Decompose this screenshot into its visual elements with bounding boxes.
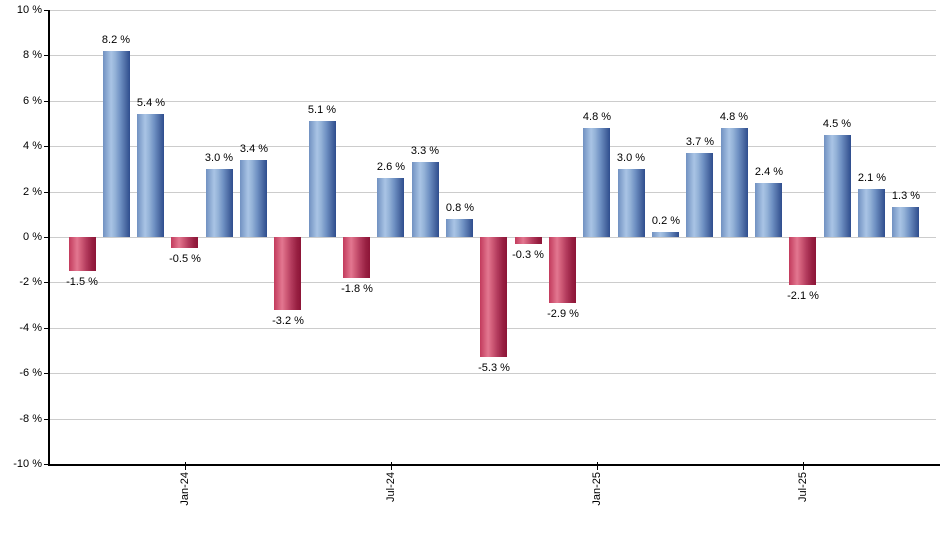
y-axis-tick-6 bbox=[44, 101, 49, 102]
y-axis-label: -6 % bbox=[19, 367, 42, 379]
bar-value-label: -0.5 % bbox=[169, 253, 201, 265]
bar-14 bbox=[515, 237, 542, 244]
gridline-10 bbox=[48, 10, 936, 11]
bar-value-label: -2.9 % bbox=[547, 308, 579, 320]
y-axis-tick-2 bbox=[44, 192, 49, 193]
bar-22 bbox=[789, 237, 816, 285]
bar-9 bbox=[343, 237, 370, 278]
bar-value-label: -1.8 % bbox=[341, 283, 373, 295]
bar-value-label: 2.6 % bbox=[376, 161, 406, 173]
bar-value-label: 4.5 % bbox=[822, 118, 852, 130]
bar-value-label: 2.1 % bbox=[857, 172, 887, 184]
bar-6 bbox=[240, 160, 267, 237]
bar-8 bbox=[309, 121, 336, 237]
bar-value-label: 5.4 % bbox=[136, 97, 166, 109]
bar-value-label: 5.1 % bbox=[307, 104, 337, 116]
bar-18 bbox=[652, 232, 679, 237]
gridline-8 bbox=[48, 55, 936, 56]
y-axis-label: 10 % bbox=[16, 4, 42, 16]
bar-25 bbox=[892, 207, 919, 237]
bar-1 bbox=[69, 237, 96, 271]
bar-value-label: -5.3 % bbox=[478, 362, 510, 374]
bar-3 bbox=[137, 114, 164, 237]
bar-value-label: 0.8 % bbox=[445, 202, 475, 214]
bar-11 bbox=[412, 162, 439, 237]
y-axis-label: 2 % bbox=[23, 186, 42, 198]
y-axis-tick-0 bbox=[44, 237, 49, 238]
bar-2 bbox=[103, 51, 130, 237]
x-axis-label-Jul-24: Jul-24 bbox=[385, 472, 397, 502]
y-axis-label: -4 % bbox=[19, 322, 42, 334]
bar-value-label: 3.4 % bbox=[239, 143, 269, 155]
y-axis-tick--2 bbox=[44, 282, 49, 283]
bar-21 bbox=[755, 183, 782, 237]
y-axis-label: -2 % bbox=[19, 276, 42, 288]
bar-15 bbox=[549, 237, 576, 303]
x-axis-tick-Jan-25 bbox=[597, 462, 598, 470]
bar-value-label: 3.3 % bbox=[410, 145, 440, 157]
bar-value-label: 3.0 % bbox=[204, 152, 234, 164]
bar-20 bbox=[721, 128, 748, 237]
y-axis-label: 6 % bbox=[23, 95, 42, 107]
bar-16 bbox=[583, 128, 610, 237]
gridline-4 bbox=[48, 146, 936, 147]
y-axis-tick-4 bbox=[44, 146, 49, 147]
bar-value-label: 0.2 % bbox=[651, 215, 681, 227]
bar-value-label: 8.2 % bbox=[101, 34, 131, 46]
x-axis-label-Jul-25: Jul-25 bbox=[797, 472, 809, 502]
bar-value-label: -1.5 % bbox=[66, 276, 98, 288]
bar-7 bbox=[274, 237, 301, 310]
bar-23 bbox=[824, 135, 851, 237]
y-axis-tick-10 bbox=[44, 10, 49, 11]
x-axis-label-Jan-25: Jan-25 bbox=[591, 472, 603, 506]
y-axis-label: -10 % bbox=[13, 458, 42, 470]
y-axis-label: 4 % bbox=[23, 140, 42, 152]
bar-value-label: -0.3 % bbox=[512, 249, 544, 261]
bar-value-label: -2.1 % bbox=[787, 290, 819, 302]
y-axis-tick--8 bbox=[44, 419, 49, 420]
x-axis-tick-Jan-24 bbox=[185, 462, 186, 470]
y-axis-tick--6 bbox=[44, 373, 49, 374]
bar-value-label: 1.3 % bbox=[891, 190, 921, 202]
y-axis-label: 0 % bbox=[23, 231, 42, 243]
x-axis-line bbox=[48, 464, 940, 466]
gridline-6 bbox=[48, 101, 936, 102]
bar-5 bbox=[206, 169, 233, 237]
y-axis-label: -8 % bbox=[19, 413, 42, 425]
bar-19 bbox=[686, 153, 713, 237]
y-axis-label: 8 % bbox=[23, 49, 42, 61]
x-axis-tick-Jul-24 bbox=[391, 462, 392, 470]
bar-value-label: -3.2 % bbox=[272, 315, 304, 327]
bar-24 bbox=[858, 189, 885, 237]
y-axis-tick--10 bbox=[44, 464, 49, 465]
y-axis-line bbox=[48, 10, 50, 464]
gridline--8 bbox=[48, 419, 936, 420]
bar-value-label: 4.8 % bbox=[582, 111, 612, 123]
bar-17 bbox=[618, 169, 645, 237]
bar-12 bbox=[446, 219, 473, 237]
bar-value-label: 3.0 % bbox=[616, 152, 646, 164]
gridline-2 bbox=[48, 192, 936, 193]
bar-10 bbox=[377, 178, 404, 237]
gridline--6 bbox=[48, 373, 936, 374]
y-axis-tick-8 bbox=[44, 55, 49, 56]
bar-13 bbox=[480, 237, 507, 357]
x-axis-tick-Jul-25 bbox=[803, 462, 804, 470]
bar-value-label: 2.4 % bbox=[754, 166, 784, 178]
bar-4 bbox=[171, 237, 198, 248]
y-axis-tick--4 bbox=[44, 328, 49, 329]
bar-value-label: 3.7 % bbox=[685, 136, 715, 148]
bar-value-label: 4.8 % bbox=[719, 111, 749, 123]
x-axis-label-Jan-24: Jan-24 bbox=[179, 472, 191, 506]
